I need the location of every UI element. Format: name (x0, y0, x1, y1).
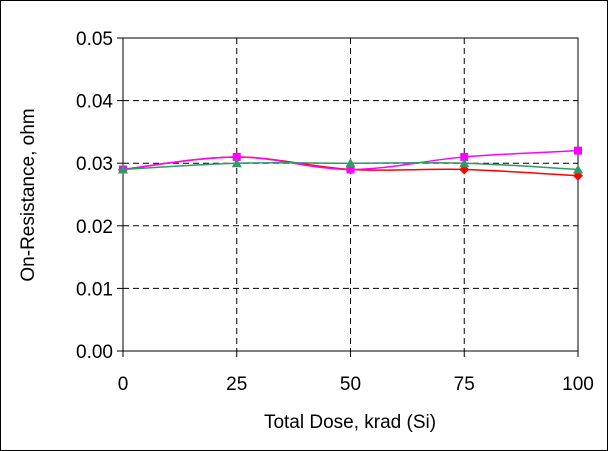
data-point-square (232, 152, 241, 161)
data-point-triangle (459, 158, 470, 168)
x-tick-label: 75 (454, 374, 475, 395)
x-tick-label: 0 (118, 374, 129, 395)
y-tick-label: 0.02 (76, 217, 113, 238)
data-point-square (574, 146, 582, 155)
data-point-triangle (118, 164, 128, 174)
x-axis-title: Total Dose, krad (Si) (264, 412, 436, 433)
x-tick-label: 25 (226, 374, 247, 395)
x-tick-label: 100 (562, 374, 594, 395)
y-tick-label: 0.05 (76, 29, 113, 50)
data-point-triangle (231, 158, 242, 168)
data-point-triangle (345, 158, 356, 168)
y-tick-label: 0.00 (76, 342, 113, 363)
data-point-square (460, 152, 469, 161)
data-point-triangle (573, 164, 583, 174)
grid-lines (123, 38, 578, 351)
y-tick-labels: 0.00 0.01 0.02 0.03 0.04 0.05 (76, 29, 113, 363)
x-tick-labels: 0 25 50 75 100 (118, 374, 594, 395)
y-tick-label: 0.04 (76, 92, 113, 113)
y-axis-title: On-Resistance, ohm (18, 108, 39, 281)
data-point-square (346, 165, 355, 174)
y-tick-label: 0.01 (76, 279, 113, 300)
plot-area (122, 37, 579, 352)
x-tick-label: 50 (340, 374, 361, 395)
y-tick-label: 0.03 (76, 154, 113, 175)
series-triangle (118, 158, 583, 174)
tick-marks (117, 37, 579, 357)
series-layer (118, 146, 583, 181)
